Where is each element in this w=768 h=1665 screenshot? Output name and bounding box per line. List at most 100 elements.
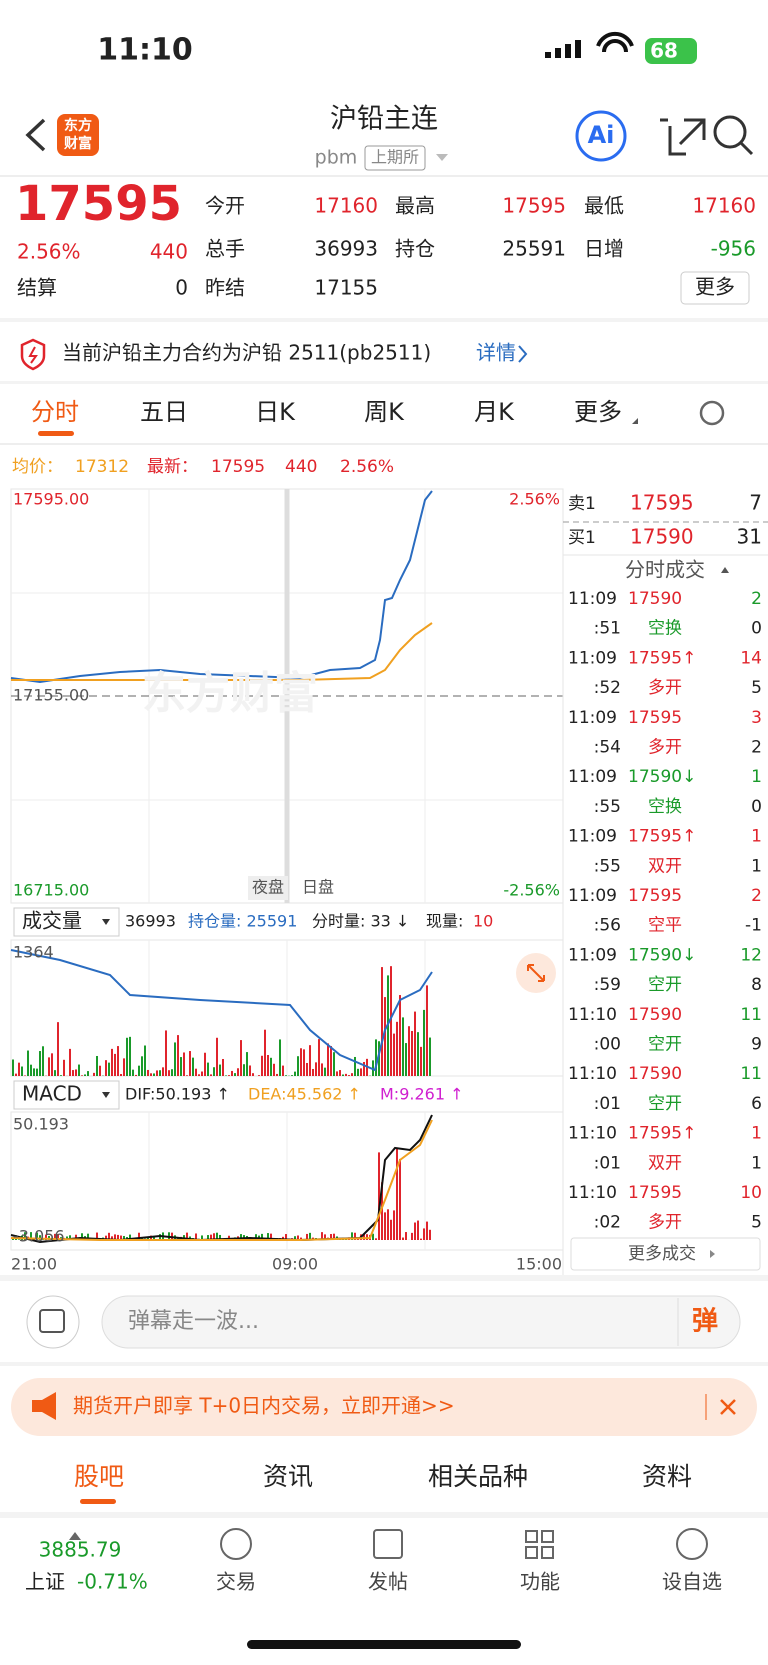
trade-volume: 1 bbox=[751, 1153, 762, 1173]
volume-bar bbox=[216, 1037, 218, 1076]
tab[interactable]: 月K bbox=[474, 398, 515, 426]
volume-bar bbox=[426, 985, 428, 1076]
ad-text: 期货开户即享 T+0日内交易，立即开通>> bbox=[73, 1394, 455, 1418]
volume-selector-label: 成交量 bbox=[22, 909, 82, 933]
trade-time: :51 bbox=[594, 619, 621, 639]
title: 沪铅主连 bbox=[330, 104, 438, 135]
volume-bar bbox=[348, 1075, 350, 1076]
more-trades-button[interactable] bbox=[570, 1237, 761, 1271]
comment-input[interactable] bbox=[101, 1295, 741, 1349]
volume-bar bbox=[123, 1058, 125, 1076]
volume-bar bbox=[249, 1065, 251, 1076]
settings[interactable] bbox=[699, 400, 725, 426]
ad-close[interactable] bbox=[720, 1399, 736, 1415]
code: pbm bbox=[315, 147, 358, 169]
volume-bar bbox=[27, 1050, 29, 1076]
volume-bar bbox=[174, 1042, 176, 1076]
bottom-tab[interactable]: 资讯 bbox=[263, 1462, 313, 1491]
trade-time: :59 bbox=[594, 975, 621, 995]
tab[interactable]: 分时 bbox=[31, 398, 79, 426]
volume-bar bbox=[162, 1067, 164, 1076]
back[interactable] bbox=[25, 118, 46, 152]
trade-price: 17590↓ bbox=[628, 767, 696, 787]
macd-bar bbox=[426, 1221, 428, 1240]
macd-chart bbox=[10, 1111, 564, 1251]
more-button[interactable] bbox=[680, 271, 750, 305]
volume-bar bbox=[207, 1062, 209, 1076]
volume-bar bbox=[420, 1046, 422, 1076]
tab[interactable]: 更多 bbox=[574, 398, 622, 426]
pct-top: 2.56% bbox=[509, 490, 560, 509]
tab[interactable]: 日K bbox=[255, 398, 296, 426]
wifi bbox=[596, 31, 634, 53]
macd-bar bbox=[66, 1236, 68, 1240]
search[interactable] bbox=[713, 115, 747, 149]
macd-selector[interactable] bbox=[13, 1080, 120, 1110]
macd-bar bbox=[270, 1233, 272, 1240]
volume-bar bbox=[51, 1053, 53, 1076]
bottom-tab[interactable]: 相关品种 bbox=[428, 1462, 528, 1491]
macd-bar bbox=[120, 1235, 122, 1240]
volume-bar bbox=[336, 1071, 338, 1076]
nav-item[interactable]: 功能 bbox=[520, 1570, 560, 1594]
macd-bar bbox=[210, 1234, 212, 1240]
sell-price: 17595 bbox=[630, 491, 694, 515]
field-value: 25591 bbox=[502, 237, 566, 261]
macd-bar bbox=[321, 1232, 323, 1240]
tab[interactable]: 周K bbox=[364, 398, 405, 426]
macd-bar bbox=[159, 1234, 161, 1240]
volume-bar bbox=[15, 1073, 17, 1076]
volume-bar bbox=[171, 1069, 173, 1076]
y-mid: 17155.00 bbox=[13, 686, 89, 705]
volume-selector[interactable] bbox=[13, 907, 120, 937]
volume-bar bbox=[396, 1021, 398, 1076]
volume-bar bbox=[423, 1009, 425, 1076]
macd-bar bbox=[393, 1210, 395, 1240]
ad-banner[interactable] bbox=[11, 1378, 757, 1436]
signal bbox=[545, 40, 581, 58]
macd-bar bbox=[285, 1234, 287, 1240]
settle: 0 bbox=[175, 276, 188, 300]
danmaku-toggle[interactable] bbox=[26, 1295, 80, 1349]
nav-item[interactable]: 设自选 bbox=[662, 1570, 722, 1594]
volume-bar bbox=[33, 1068, 35, 1076]
macd-bar bbox=[309, 1232, 311, 1240]
macd-top: 50.193 bbox=[13, 1115, 69, 1134]
macd-bar bbox=[372, 1233, 374, 1240]
bottom-tab[interactable]: 资料 bbox=[642, 1462, 692, 1491]
tab[interactable]: 五日 bbox=[140, 398, 188, 426]
volume-bar bbox=[225, 1075, 227, 1076]
dropdown[interactable] bbox=[436, 154, 448, 161]
field-label: 持仓 bbox=[395, 237, 435, 261]
bottom-tab[interactable]: 股吧 bbox=[74, 1462, 124, 1491]
volume-bar bbox=[306, 1062, 308, 1076]
shield bbox=[20, 338, 46, 371]
share[interactable] bbox=[660, 118, 706, 156]
trade-time: :01 bbox=[594, 1094, 621, 1114]
volume-bar bbox=[321, 1063, 323, 1076]
trade-volume: 1 bbox=[751, 1124, 762, 1144]
volume-bar bbox=[390, 966, 392, 1076]
price-chart bbox=[10, 488, 564, 904]
trade-time: 11:09 bbox=[568, 589, 617, 609]
nav-item[interactable]: 交易 bbox=[216, 1570, 256, 1594]
notice-link[interactable]: 详情 bbox=[476, 341, 516, 365]
macd-bar bbox=[69, 1235, 71, 1240]
volume-bar bbox=[270, 1057, 272, 1076]
nav-item[interactable]: 发帖 bbox=[368, 1570, 408, 1594]
macd-bar bbox=[384, 1212, 386, 1240]
volume-bar bbox=[324, 1067, 326, 1076]
volume-bar bbox=[267, 1055, 269, 1076]
trade-price: 17595↑ bbox=[628, 648, 696, 668]
danmaku-send[interactable]: 弹 bbox=[692, 1307, 718, 1337]
volume-bar bbox=[273, 1063, 275, 1076]
current-label: 现量: bbox=[426, 912, 463, 931]
dea: DEA:45.562 ↑ bbox=[248, 1085, 361, 1104]
volume-bar bbox=[279, 1039, 281, 1076]
watermark: 东方财富 bbox=[142, 668, 318, 719]
trade-volume: 11 bbox=[740, 1064, 762, 1084]
volume-bar bbox=[189, 1051, 191, 1076]
summary-pct: 2.56% bbox=[340, 457, 394, 477]
ai-button[interactable] bbox=[575, 110, 627, 162]
volume-bar bbox=[75, 1069, 77, 1076]
